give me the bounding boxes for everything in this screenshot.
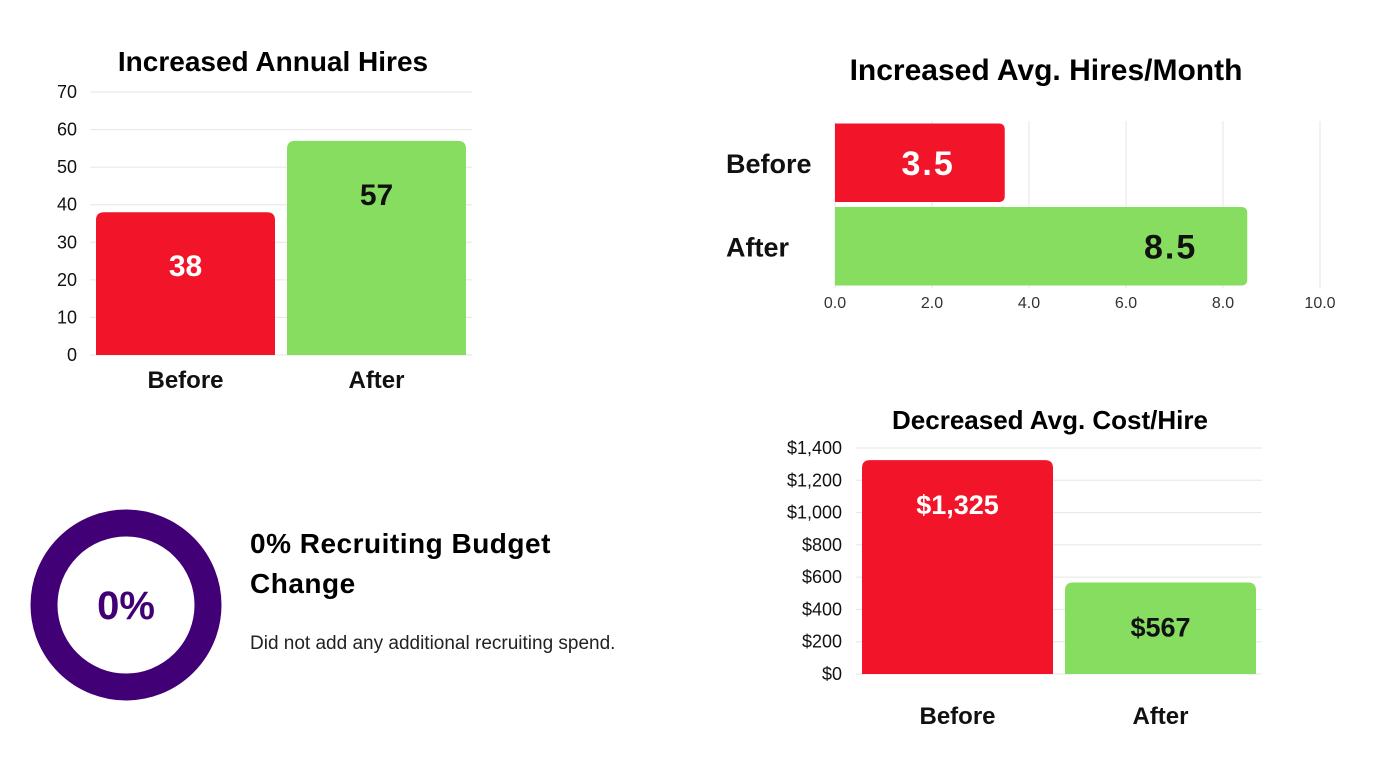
y-tick-label: 60: [57, 120, 77, 140]
y-tick-label: $1,000: [787, 503, 842, 523]
y-tick-label: 70: [57, 82, 77, 102]
cost-per-hire-chart: Decreased Avg. Cost/Hire $0 $200 $400 $600 $…: [787, 405, 1262, 730]
bar-after: [1065, 582, 1256, 674]
y-tick-label: 0: [67, 345, 77, 365]
x-tick-label: 4.0: [1018, 295, 1040, 312]
bar-after: [287, 140, 466, 355]
y-tick-label: $0: [822, 664, 842, 684]
x-tick-label: 8.0: [1212, 295, 1234, 312]
x-tick-label: 10.0: [1304, 295, 1335, 312]
bar-before: [96, 212, 275, 355]
y-tick-label: $400: [802, 599, 842, 619]
chart-title: Increased Annual Hires: [118, 46, 428, 77]
budget-title: 0% Recruiting Budget Change: [250, 528, 551, 599]
category-label: Before: [147, 367, 223, 394]
chart-title: Decreased Avg. Cost/Hire: [892, 405, 1208, 435]
data-label: 8.5: [1144, 228, 1197, 266]
y-tick-label: $1,400: [787, 438, 842, 458]
y-tick-label: 20: [57, 270, 77, 290]
budget-description: Did not add any additional recruiting sp…: [250, 633, 616, 654]
y-tick-label: $600: [802, 567, 842, 587]
x-tick-label: 2.0: [921, 295, 943, 312]
y-tick-label: 10: [57, 307, 77, 327]
data-label: $1,325: [916, 490, 999, 520]
category-label: After: [348, 367, 404, 394]
y-tick-label: 50: [57, 157, 77, 177]
y-tick-label: $1,200: [787, 470, 842, 490]
category-label: After: [1132, 703, 1188, 730]
y-tick-label: $200: [802, 632, 842, 652]
chart-title: Increased Avg. Hires/Month: [850, 54, 1243, 87]
x-tick-label: 6.0: [1115, 295, 1137, 312]
data-label: $567: [1130, 612, 1190, 642]
donut-percent: 0%: [97, 584, 155, 628]
bar-before: [835, 123, 1005, 202]
y-tick-label: 30: [57, 232, 77, 252]
data-label: 3.5: [901, 145, 954, 183]
y-tick-label: 40: [57, 195, 77, 215]
category-label: Before: [726, 149, 812, 179]
category-label: After: [726, 232, 789, 262]
bar-before: [862, 460, 1053, 674]
data-label: 38: [169, 250, 202, 283]
monthly-hires-chart: Increased Avg. Hires/Month 0.0 2.0 4.0 6.0 8…: [726, 54, 1336, 312]
category-label: Before: [919, 703, 995, 730]
data-label: 57: [360, 179, 393, 212]
donut-ring: [30, 509, 222, 701]
annual-hires-chart: Increased Annual Hires 0 10 20 30 40 50 60 70 3…: [57, 46, 472, 394]
y-tick-label: $800: [802, 535, 842, 555]
x-tick-label: 0.0: [824, 295, 846, 312]
budget-donut: 0%: [30, 509, 222, 701]
bar-after: [835, 207, 1248, 286]
